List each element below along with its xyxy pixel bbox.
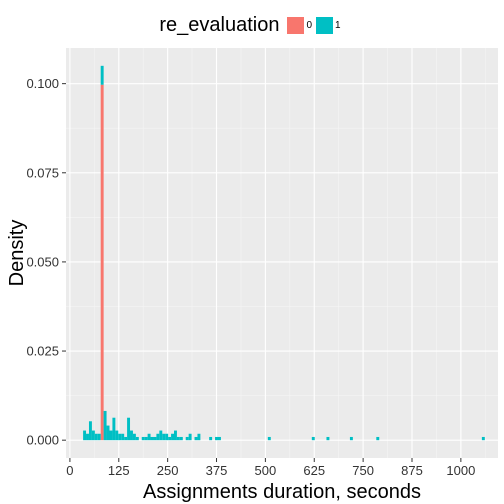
x-tick-label: 625 <box>303 463 325 478</box>
bar-reeval-1 <box>100 65 104 85</box>
bar-reeval-1 <box>185 436 189 441</box>
legend-swatch-1 <box>316 17 334 34</box>
minor-grid <box>66 48 498 458</box>
bar-reeval-1 <box>188 433 192 441</box>
bar-reeval-1 <box>311 436 315 441</box>
y-tick-label: 0.000 <box>26 433 59 448</box>
x-tick-label: 875 <box>401 463 423 478</box>
bar-reeval-1 <box>176 436 180 441</box>
bar-reeval-1 <box>168 436 172 441</box>
bar-reeval-1 <box>153 436 157 441</box>
legend-label-1: 1 <box>335 20 341 31</box>
bar-reeval-1 <box>349 436 353 441</box>
x-tick-label: 0 <box>66 463 73 478</box>
bar-reeval-1 <box>132 433 136 441</box>
bar-reeval-1 <box>127 417 131 441</box>
bar-reeval-1 <box>97 433 101 441</box>
bar-reeval-1 <box>121 433 125 441</box>
bar-reeval-1 <box>159 430 163 441</box>
bar-reeval-1 <box>194 436 198 441</box>
major-grid <box>66 48 498 458</box>
y-axis-title: Density <box>6 220 28 287</box>
axes: 0 125 250 375 500 625 750 875 1000 0.000 0.025 0.05… <box>26 76 475 478</box>
histogram-bars <box>83 65 485 441</box>
legend: re_evaluation 0 1 <box>0 14 504 37</box>
bar-reeval-1 <box>171 433 174 441</box>
bar-reeval-1 <box>106 425 110 441</box>
x-tick-label: 500 <box>255 463 277 478</box>
legend-title: re_evaluation <box>159 14 280 36</box>
bar-reeval-1 <box>86 433 89 441</box>
y-tick-label: 0.100 <box>26 76 59 91</box>
bar-reeval-1 <box>88 421 92 441</box>
legend-label-0: 0 <box>306 20 313 31</box>
x-tick-label: 250 <box>157 463 179 478</box>
bar-reeval-1 <box>103 410 107 441</box>
legend-swatch-0 <box>287 17 305 34</box>
bar-reeval-1 <box>124 436 128 441</box>
x-tick-label: 125 <box>108 463 130 478</box>
bar-reeval-1 <box>130 430 133 441</box>
bar-reeval-1 <box>197 433 201 441</box>
bar-reeval-1 <box>156 433 160 441</box>
bar-reeval-1 <box>217 436 221 441</box>
bar-reeval-1 <box>174 430 177 441</box>
bar-reeval-1 <box>94 433 98 441</box>
bar-reeval-1 <box>144 436 148 441</box>
bar-reeval-1 <box>109 430 113 441</box>
legend-key-0: 0 <box>287 17 312 34</box>
x-tick-label: 1000 <box>446 463 475 478</box>
bar-reeval-1 <box>135 436 139 441</box>
bar-reeval-1 <box>115 430 119 441</box>
y-tick-label: 0.025 <box>26 344 59 359</box>
bar-reeval-1 <box>150 436 154 441</box>
bar-reeval-1 <box>147 433 151 441</box>
bar-reeval-1 <box>215 436 218 441</box>
y-tick-label: 0.075 <box>26 165 59 180</box>
legend-key-1: 1 <box>316 17 341 34</box>
bar-reeval-1 <box>165 433 169 441</box>
x-tick-label: 750 <box>352 463 374 478</box>
bar-reeval-1 <box>91 430 95 441</box>
bar-reeval-1 <box>141 436 145 441</box>
bar-reeval-1 <box>162 433 166 441</box>
bar-reeval-1 <box>481 436 485 441</box>
bar-reeval-1 <box>179 436 183 441</box>
bar-reeval-0 <box>100 84 104 441</box>
bar-reeval-1 <box>112 417 116 441</box>
bar-reeval-1 <box>326 436 330 441</box>
plot-panel <box>66 48 498 458</box>
bar-reeval-1 <box>83 430 87 441</box>
bar-reeval-1 <box>118 433 122 441</box>
bar-reeval-1 <box>209 436 213 441</box>
x-axis-title: Assignments duration, seconds <box>143 481 421 503</box>
y-tick-label: 0.050 <box>26 254 59 269</box>
x-tick-label: 375 <box>206 463 228 478</box>
bar-reeval-1 <box>376 436 380 441</box>
bar-reeval-1 <box>267 436 271 441</box>
